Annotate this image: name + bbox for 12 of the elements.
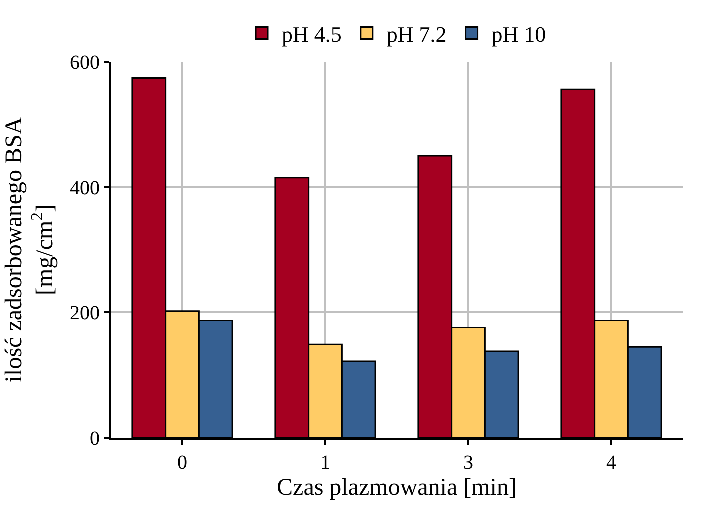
x-tick-label: 0 [178, 452, 188, 474]
y-tick-label: 600 [70, 52, 100, 74]
y-tick-label: 0 [90, 428, 100, 450]
x-axis-title: Czas plazmowania [min] [277, 474, 517, 501]
legend-label: pH 10 [492, 22, 546, 47]
legend-label: pH 4.5 [282, 22, 342, 47]
x-tick-label: 4 [606, 452, 616, 474]
x-tick-label: 3 [464, 452, 474, 474]
legend-label: pH 7.2 [386, 22, 447, 47]
y-tick-label: 200 [70, 302, 100, 325]
y-tick-label: 400 [70, 177, 100, 200]
x-tick-label: 1 [320, 452, 330, 474]
